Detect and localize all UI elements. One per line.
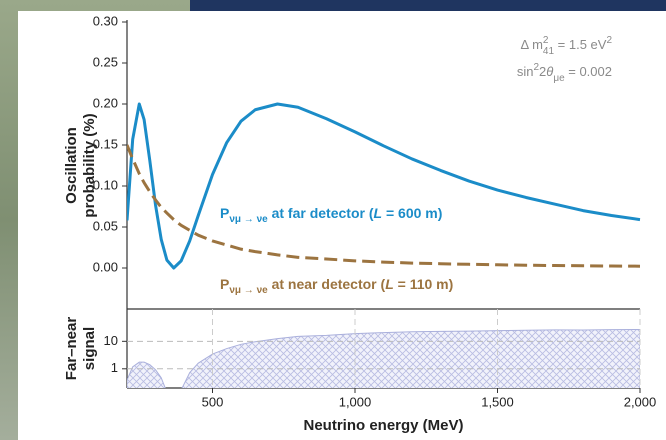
text-part: at far detector (: [268, 205, 374, 221]
text-part: 2: [543, 35, 549, 46]
y-tick-label: 0.10: [93, 177, 118, 192]
y-tick-label: 10: [104, 333, 118, 348]
signal-area: [127, 329, 640, 388]
text-part: sin: [517, 64, 534, 79]
text-part: θ: [546, 64, 553, 79]
y-tick-label: 0.05: [93, 218, 118, 233]
y-tick-label: 0.20: [93, 95, 118, 110]
text-part: L: [385, 276, 394, 292]
text-part: = 0.002: [565, 64, 612, 79]
y-tick-label: 0.25: [93, 54, 118, 69]
x-tick-label: 1,500: [481, 394, 514, 409]
series-line: [127, 144, 641, 268]
plot-top: [127, 102, 641, 270]
text-part: 41: [543, 46, 555, 57]
x-axis-label: Neutrino energy (MeV): [303, 417, 463, 434]
y-axis-label: Far–near: [63, 317, 80, 381]
text-part: 2: [533, 62, 539, 73]
text-part: μe: [553, 73, 565, 84]
x-tick-label: 2,000: [624, 394, 657, 409]
series-label: Pνμ → νe at far detector (L = 600 m): [220, 205, 442, 225]
text-part: P: [220, 205, 229, 221]
annotation: sin22θμe = 0.002: [517, 62, 612, 84]
text-part: νμ → νe: [229, 285, 268, 296]
y-tick-label: 0.15: [93, 136, 118, 151]
text-part: L: [374, 205, 383, 221]
text-part: P: [220, 276, 229, 292]
plot-bottom: [127, 329, 640, 388]
y-axis-label: Oscillation: [63, 127, 80, 204]
annotation: Δ m2 41 = 1.5 eV2: [520, 35, 612, 57]
x-tick-label: 1,000: [339, 394, 372, 409]
text-part: 2: [539, 64, 546, 79]
text-part: νμ → νe: [229, 214, 268, 225]
text-part: = 600 m): [382, 205, 442, 221]
y-tick-label: 0.30: [93, 13, 118, 28]
y-axis-label: probability (%): [81, 113, 98, 217]
text-part: = 110 m): [394, 276, 454, 292]
y-tick-label: 0.00: [93, 259, 118, 274]
x-tick-label: 500: [202, 394, 224, 409]
text-part: Δ m: [520, 37, 542, 52]
y-tick-label: 1: [111, 360, 118, 375]
text-part: 2: [606, 35, 612, 46]
series-label: Pνμ → νe at near detector (L = 110 m): [220, 276, 453, 296]
text-part: at near detector (: [268, 276, 386, 292]
y-axis-label: signal: [81, 327, 98, 370]
text-part: = 1.5 eV: [554, 37, 607, 52]
header-bar: [190, 0, 666, 11]
